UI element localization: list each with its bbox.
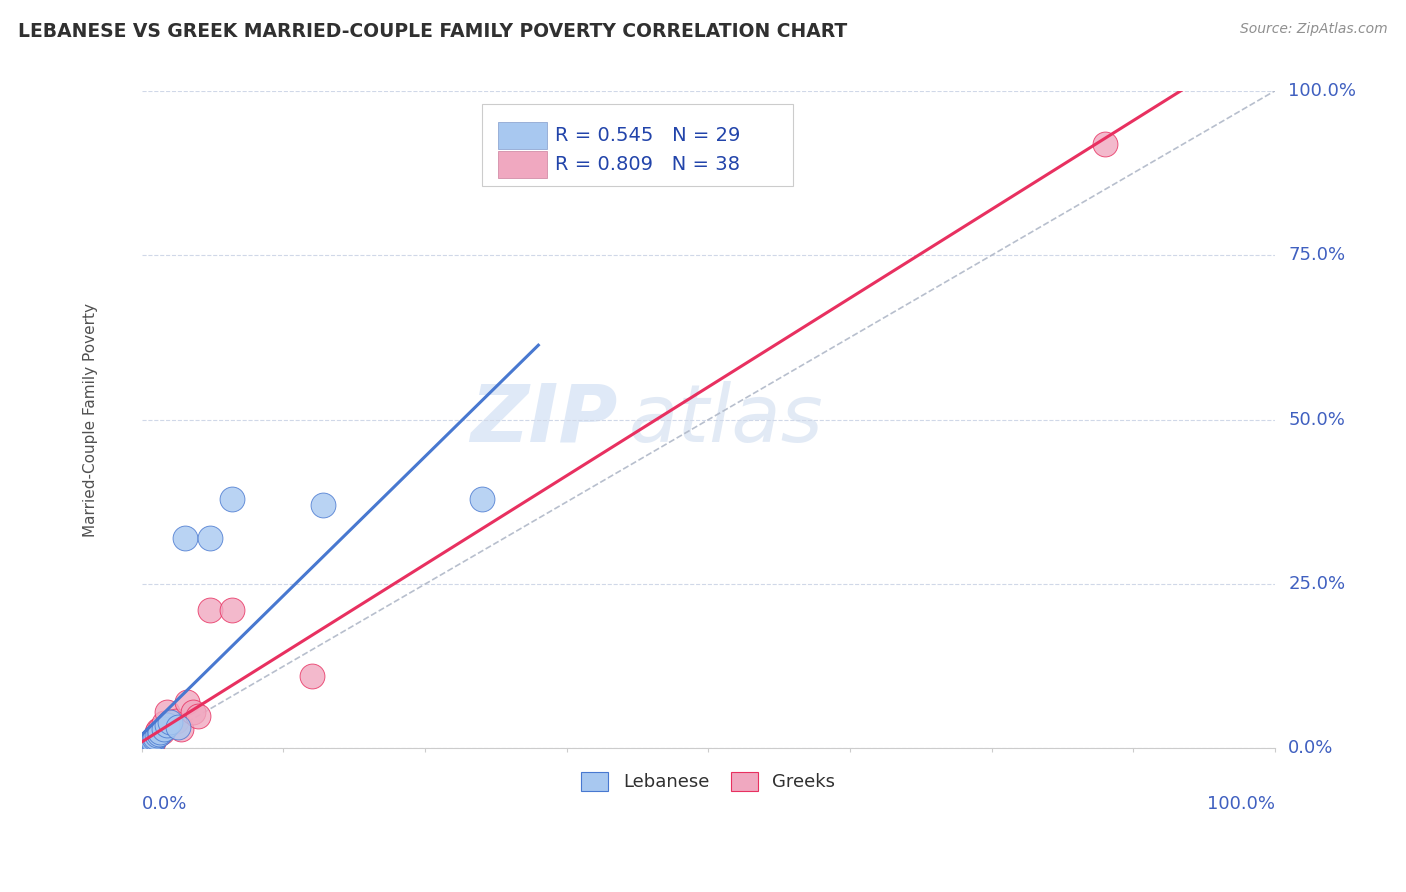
Point [145,728,167,742]
FancyBboxPatch shape [482,104,793,186]
Point [145,730,167,744]
Point [146,723,169,737]
Point [150,725,173,739]
Point [138,738,160,752]
Point [170,722,193,736]
Point [145,730,167,744]
Point [136,739,159,753]
Text: 100.0%: 100.0% [1288,82,1357,100]
Point [159,715,181,730]
Point [134,739,156,753]
Point [142,731,165,746]
Point [132,740,155,755]
Point [136,738,159,752]
Point [139,738,162,752]
Point [153,722,176,736]
Point [145,725,167,739]
Point [132,739,155,754]
Point [181,706,204,720]
Point [176,696,198,710]
Point [138,737,160,751]
Text: LEBANESE VS GREEK MARRIED-COUPLE FAMILY POVERTY CORRELATION CHART: LEBANESE VS GREEK MARRIED-COUPLE FAMILY … [18,22,848,41]
Point [134,739,156,753]
Point [139,735,162,749]
Text: R = 0.545   N = 29: R = 0.545 N = 29 [555,126,741,145]
Text: 0.0%: 0.0% [142,795,187,813]
Point [153,716,176,731]
Point [198,603,221,617]
Point [136,738,159,752]
Point [312,498,335,512]
Point [198,531,221,545]
FancyBboxPatch shape [498,152,547,178]
Point [187,708,209,723]
Point [167,721,190,735]
Text: 50.0%: 50.0% [1288,410,1346,429]
Point [173,531,195,545]
FancyBboxPatch shape [498,122,547,149]
Point [141,735,163,749]
Text: 0.0%: 0.0% [1288,739,1334,757]
Point [143,731,166,745]
Point [132,740,155,755]
Point [1094,136,1116,151]
Point [221,603,243,617]
Point [135,739,157,754]
Point [139,733,162,747]
Point [132,740,155,755]
Point [145,728,167,742]
Text: Source: ZipAtlas.com: Source: ZipAtlas.com [1240,22,1388,37]
Point [139,735,162,749]
Point [156,706,179,720]
Point [135,738,157,752]
Legend: Lebanese, Greeks: Lebanese, Greeks [574,764,842,798]
Text: Married-Couple Family Poverty: Married-Couple Family Poverty [83,302,98,537]
Point [148,727,170,741]
Point [134,740,156,755]
Point [136,739,159,753]
Point [159,715,181,730]
Point [142,735,165,749]
Point [301,669,323,683]
Point [139,736,162,750]
Point [138,736,160,750]
Point [221,491,243,506]
Text: ZIP: ZIP [470,381,617,458]
Point [142,733,165,747]
Text: 75.0%: 75.0% [1288,246,1346,264]
Point [149,722,172,736]
Text: R = 0.809   N = 38: R = 0.809 N = 38 [555,155,741,174]
Text: 25.0%: 25.0% [1288,575,1346,593]
Point [138,738,160,752]
Point [149,725,172,739]
Point [139,736,162,750]
Point [156,718,179,732]
Point [148,727,170,741]
Point [141,733,163,747]
Point [132,740,155,755]
Point [143,731,166,745]
Text: atlas: atlas [628,381,824,458]
Point [471,491,494,506]
Point [139,735,162,749]
Point [165,714,187,728]
Text: 100.0%: 100.0% [1206,795,1275,813]
Point [134,739,156,754]
Point [135,738,157,752]
Point [142,731,165,746]
